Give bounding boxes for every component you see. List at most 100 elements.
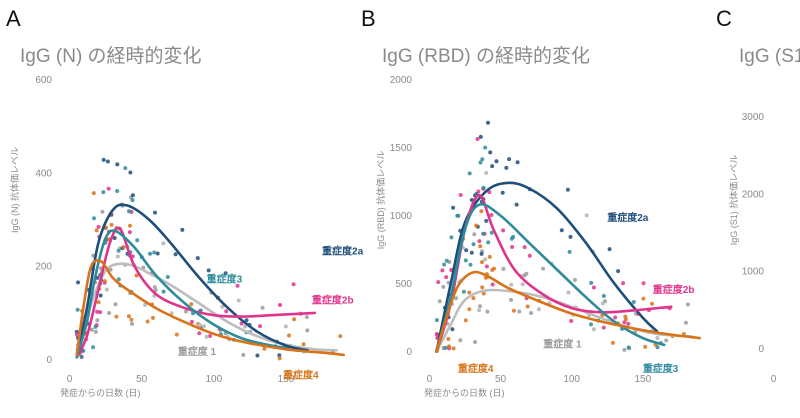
panel-c-ytick-label: 3000: [742, 112, 765, 123]
panel-a-scatter-point: [126, 314, 131, 319]
panel-a-scatter-point: [206, 268, 211, 273]
panel-b-xtick-label: 150: [634, 374, 651, 385]
panel-b-scatter-point: [446, 337, 451, 341]
panel-b-scatter-point: [490, 164, 495, 169]
panel-b-scatter-point: [514, 202, 519, 207]
panel-a-curve-重症度2b: [75, 226, 317, 359]
panel-b-scatter-point: [589, 280, 594, 285]
panel-b-scatter-point: [444, 275, 449, 280]
panel-b-scatter-point: [458, 338, 463, 343]
panel-b-scatter-point: [486, 240, 491, 245]
panel-b-scatter-point: [478, 304, 482, 309]
panel-a: A IgG (N) の経時的変化 0 200 400 600 0 50 100 150 重症度 …: [6, 6, 364, 398]
panel-a-scatter-point: [105, 159, 110, 164]
panel-a-xlabel: 発症からの日数 (日): [60, 387, 141, 398]
panel-b-scatter-point: [487, 254, 492, 259]
panel-a-scatter-point: [161, 289, 166, 294]
panel-a-scatter-point: [278, 303, 282, 307]
panel-b-scatter-point: [517, 309, 522, 314]
panel-a-series-label: 重症度3: [207, 273, 243, 286]
panel-b-scatter-point: [477, 239, 482, 244]
panel-b-scatter-point: [504, 165, 509, 170]
panel-b-scatter-point: [478, 244, 483, 249]
panel-a-scatter-point: [112, 236, 117, 240]
panel-a-scatter-point: [95, 318, 100, 323]
panel-b-scatter-point: [480, 260, 484, 265]
panel-a-scatter-point: [93, 329, 98, 334]
panel-b-scatter-point: [471, 296, 476, 301]
panel-a-ylabel: IgG (N) 抗体価レベル: [9, 147, 20, 233]
panel-a-scatter-point: [255, 353, 260, 358]
panel-b-scatter-point: [442, 262, 447, 267]
panel-b-scatter-point: [522, 273, 527, 278]
panel-a-scatter-point: [113, 302, 118, 307]
panel-b-scatter-point: [483, 145, 488, 150]
panel-a-scatter-point: [152, 250, 157, 255]
panel-b-scatter-point: [507, 157, 512, 162]
panel-a-scatter-point: [197, 331, 202, 336]
panel-b-scatter-point: [479, 209, 484, 214]
panel-b-scatter-point: [559, 228, 564, 233]
panel-a-scatter-point: [220, 304, 225, 309]
panel-a-scatter-point: [201, 324, 206, 329]
panel-b-scatter-point: [477, 308, 482, 313]
panel-a-ytick-label: 200: [35, 262, 52, 273]
panel-a-xtick-label: 100: [205, 374, 222, 385]
panel-b-scatter-point: [569, 319, 574, 323]
panel-b-scatter-point: [509, 282, 514, 287]
panel-b-scatter-point: [479, 251, 484, 256]
panel-b-scatter-point: [464, 248, 469, 253]
panel-b-scatter-point: [478, 160, 483, 165]
panel-b-curve-重症度4: [435, 270, 701, 353]
panel-b-scatter-point: [488, 150, 493, 155]
panel-a-xtick-label: 50: [136, 374, 148, 385]
panel-b-title: IgG (RBD) の経時的変化: [382, 45, 590, 67]
panel-a-scatter-point: [301, 342, 306, 347]
panel-b-curve-重症度2a: [435, 181, 659, 353]
panel-a-scatter-point: [76, 280, 80, 285]
panel-a-scatter-point: [173, 252, 178, 257]
panel-a-scatter-point: [79, 354, 84, 359]
panel-a-scatter-point: [130, 198, 135, 203]
panel-a-scatter-point: [155, 251, 160, 256]
panel-b-series-label: 重症度2a: [607, 211, 649, 224]
panel-a-xtick-label: 150: [278, 374, 295, 385]
panel-b-series-label: 重症度2b: [653, 283, 695, 296]
panel-b-scatter-point: [467, 290, 472, 295]
panel-b-scatter-point: [484, 264, 489, 269]
panel-a-scatter-point: [174, 332, 179, 337]
panel-b-scatter-point: [458, 193, 463, 197]
panel-a-scatter-point: [115, 162, 120, 167]
panel-a-scatter-point: [287, 333, 291, 338]
panel-a-scatter-point: [123, 166, 128, 171]
panel-a-curve-重症度2a: [75, 203, 309, 357]
panel-b-scatter-point: [451, 205, 456, 210]
panel-b: B IgG (RBD) の経時的変化 0 500 1000 1500 2000 0 50 10…: [361, 6, 701, 398]
panel-a-scatter-point: [128, 170, 133, 175]
panel-a-scatter-point: [223, 271, 228, 276]
panel-a-scatter-point: [127, 230, 132, 235]
panel-b-scatter-point: [567, 249, 572, 254]
panel-b-xtick-label: 50: [495, 374, 507, 385]
panel-a-scatter-point: [283, 324, 288, 329]
panel-b-scatter-point: [471, 242, 476, 247]
panel-b-scatter-point: [463, 258, 468, 263]
panel-a-scatter-point: [98, 310, 103, 315]
panel-a-scatter-point: [291, 282, 296, 287]
panel-a-scatter-point: [127, 209, 131, 214]
panel-c-title: IgG (S1) の経時的変化: [739, 45, 800, 67]
panel-a-scatter-point: [114, 314, 119, 319]
panel-b-scatter-point: [536, 307, 541, 312]
panel-a-xtick-label: 0: [67, 374, 73, 385]
panel-b-curve-重症度3: [435, 202, 666, 353]
panel-b-ytick-label: 1500: [390, 143, 413, 154]
panel-a-scatter-point: [130, 321, 134, 326]
panel-b-scatter-point: [626, 321, 631, 326]
panel-b-scatter-point: [685, 302, 690, 307]
panel-a-scatter-point: [134, 273, 139, 278]
panel-a-scatter-point: [260, 305, 265, 310]
panel-b-scatter-point: [444, 258, 449, 263]
panel-c-letter: C: [716, 6, 732, 31]
panel-a-scatter-point: [90, 327, 94, 332]
panel-a-scatter-point: [75, 307, 80, 312]
